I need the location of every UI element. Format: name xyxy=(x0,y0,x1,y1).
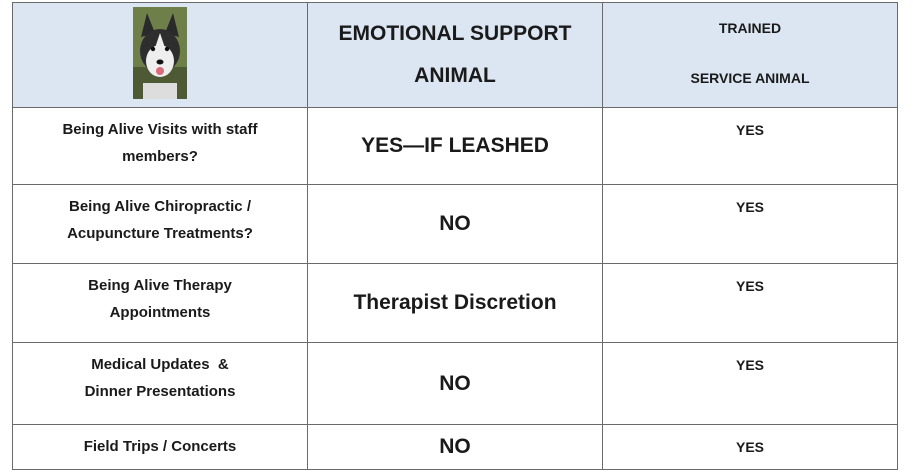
service-cell: YES xyxy=(603,108,898,185)
activity-text: Field Trips / Concerts xyxy=(13,433,307,460)
table-row: Being Alive Chiropractic /Acupuncture Tr… xyxy=(13,185,898,264)
page: EMOTIONAL SUPPORTANIMAL TRAINEDSERVICE A… xyxy=(0,0,913,476)
activity-text: Being Alive Chiropractic / xyxy=(13,193,307,220)
service-cell: YES xyxy=(603,185,898,264)
header-text: TRAINED xyxy=(603,3,897,53)
service-cell: YES xyxy=(603,264,898,343)
activity-text: Appointments xyxy=(13,299,307,326)
header-text: ANIMAL xyxy=(308,55,602,97)
activity-cell: Being Alive Chiropractic /Acupuncture Tr… xyxy=(13,185,308,264)
esa-cell: NO xyxy=(308,425,603,470)
header-text: EMOTIONAL SUPPORT xyxy=(308,13,602,55)
activity-text: members? xyxy=(13,143,307,170)
activity-cell: Field Trips / Concerts xyxy=(13,425,308,470)
activity-text: Dinner Presentations xyxy=(13,378,307,405)
activity-text: Being Alive Visits with staff xyxy=(13,116,307,143)
activity-cell: Medical Updates &Dinner Presentations xyxy=(13,343,308,425)
service-cell: YES xyxy=(603,425,898,470)
activity-text: Being Alive Therapy xyxy=(13,272,307,299)
esa-cell: Therapist Discretion xyxy=(308,264,603,343)
esa-cell: NO xyxy=(308,343,603,425)
activity-text: Medical Updates & xyxy=(13,351,307,378)
image-cell xyxy=(13,3,308,108)
service-cell: YES xyxy=(603,343,898,425)
esa-cell: NO xyxy=(308,185,603,264)
husky-photo xyxy=(133,7,187,99)
esa-cell: YES—IF LEASHED xyxy=(308,108,603,185)
activity-text: Acupuncture Treatments? xyxy=(13,220,307,247)
header-text: SERVICE ANIMAL xyxy=(603,53,897,103)
